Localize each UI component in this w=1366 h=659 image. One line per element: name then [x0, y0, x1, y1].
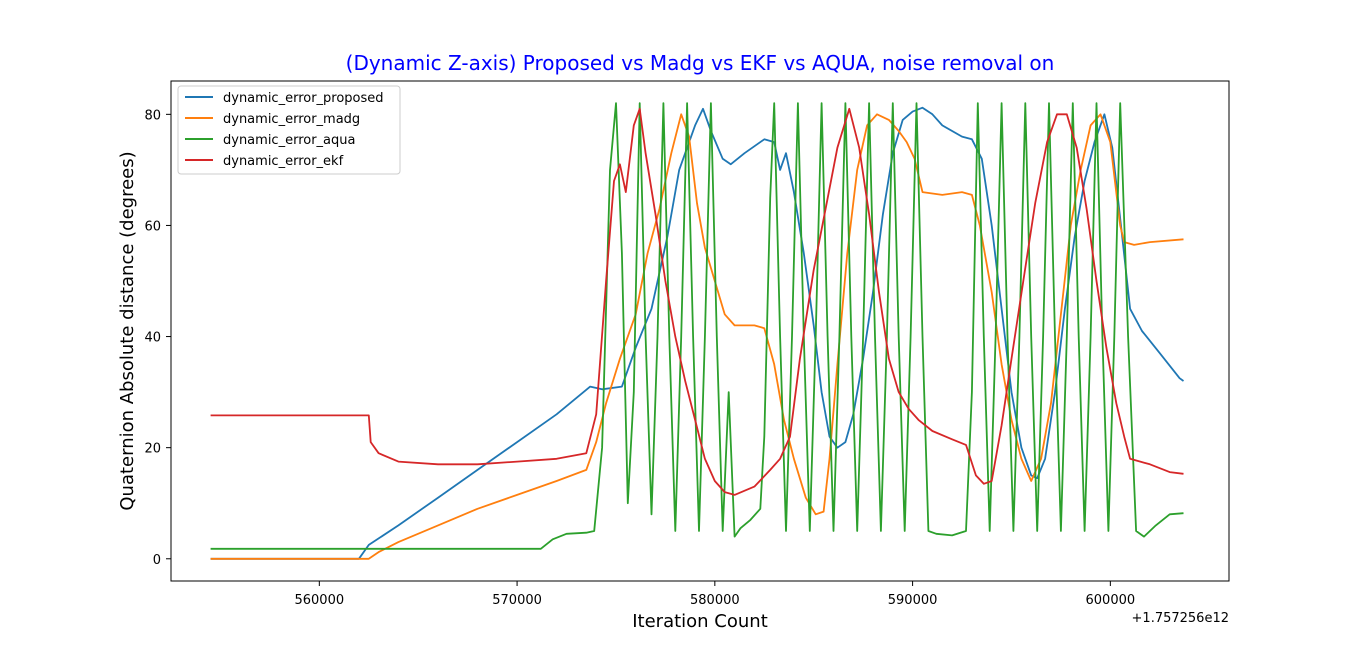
- y-tick-label: 0: [153, 553, 161, 568]
- legend-label: dynamic_error_proposed: [223, 91, 384, 106]
- x-axis: 560000 570000 580000 590000 600000: [294, 581, 1135, 608]
- plot-frame: [170, 80, 1230, 582]
- x-axis-label: Iteration Count: [632, 611, 768, 632]
- series-line-dynamic_error_aqua: [210, 102, 1184, 550]
- legend-label: dynamic_error_aqua: [223, 133, 355, 148]
- x-tick-label: 590000: [888, 593, 938, 608]
- legend-label: dynamic_error_ekf: [223, 154, 344, 169]
- x-tick-label: 570000: [492, 593, 542, 608]
- x-axis-offset-label: +1.757256e12: [1132, 611, 1229, 626]
- x-tick-label: 560000: [294, 593, 344, 608]
- legend-box: [177, 85, 401, 175]
- y-axis: 0 20 40 60 80: [144, 108, 171, 568]
- chart-title: (Dynamic Z-axis) Proposed vs Madg vs EKF…: [346, 51, 1055, 75]
- plot-lines: [210, 102, 1185, 560]
- series-line-dynamic_error_ekf: [210, 107, 1184, 496]
- legend: dynamic_error_proposed dynamic_error_madg…: [177, 85, 401, 175]
- y-tick-label: 20: [144, 442, 161, 457]
- legend-label: dynamic_error_madg: [223, 112, 360, 127]
- x-tick-label: 600000: [1086, 593, 1136, 608]
- y-tick-label: 80: [144, 108, 161, 123]
- y-tick-label: 40: [144, 331, 161, 346]
- y-tick-label: 60: [144, 219, 161, 234]
- x-tick-label: 580000: [690, 593, 740, 608]
- y-axis-label: Quaternion Absolute distance (degrees): [117, 151, 138, 510]
